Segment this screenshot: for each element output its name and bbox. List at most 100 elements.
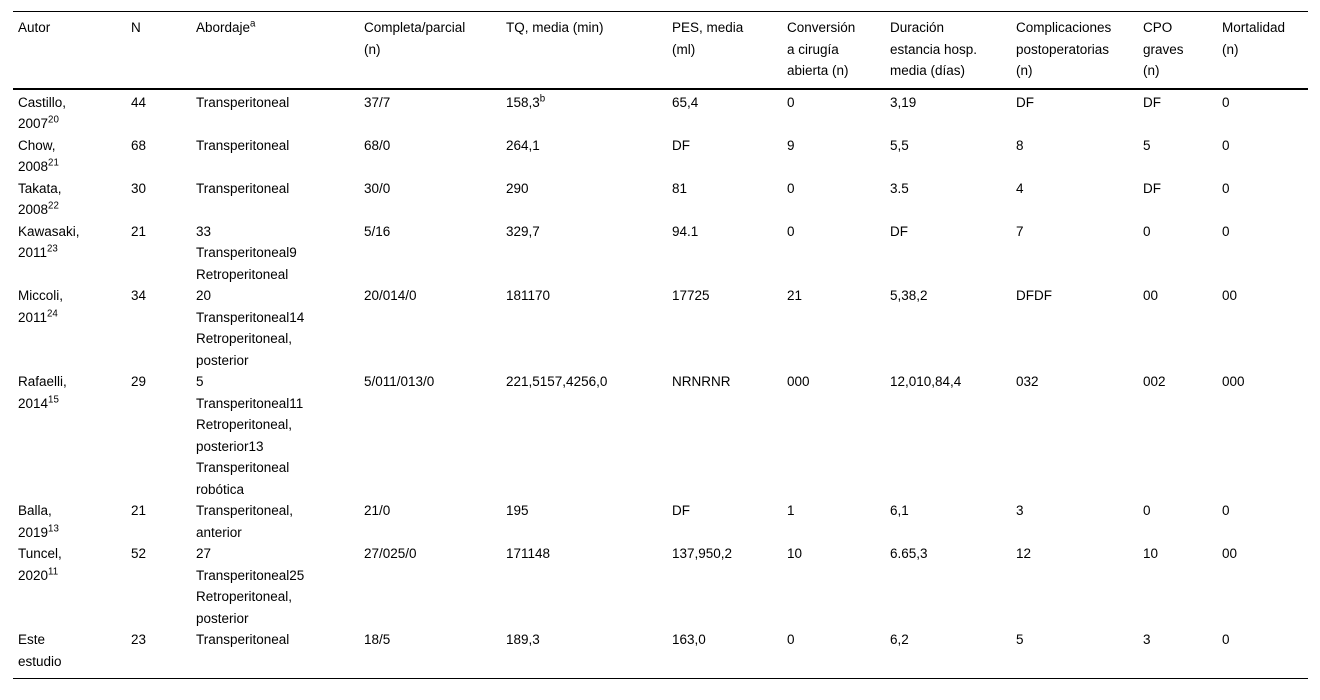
table-cell: 0	[1143, 223, 1151, 239]
study-comparison-table: Autor N Abordajea Completa/parcial (n) TQ, me…	[13, 11, 1308, 679]
comparison-table-container: Autor N Abordajea Completa/parcial (n) TQ, me…	[13, 11, 1308, 679]
table-cell: 21	[787, 288, 803, 303]
table-cell: 30/0	[364, 180, 391, 196]
table-row: Este estudio 23 Transperitoneal 18/5 189,3 163…	[13, 629, 1308, 679]
table-cell: 10	[1143, 546, 1159, 561]
table-cell: 00	[1143, 288, 1159, 303]
table-cell: 81	[672, 180, 688, 196]
column-header: Completa/parcial (n)	[364, 11, 506, 90]
table-cell: 17725	[672, 288, 710, 303]
column-header: Abordajea	[196, 11, 364, 90]
superscript: 20	[48, 114, 59, 126]
table-cell: 0	[1222, 94, 1230, 110]
table-cell: 290	[506, 180, 529, 196]
table-cell: 032	[1016, 374, 1039, 389]
table-cell: Transperitoneal	[196, 137, 290, 153]
table-cell: 0	[1222, 223, 1230, 239]
table-cell: 0	[787, 223, 795, 239]
table-row: Tuncel, 202011 52 27 Transperitoneal25 Retrop…	[13, 543, 1308, 629]
table-row: Balla, 201913 21 Transperitoneal, anterior 21…	[13, 500, 1308, 543]
table-cell: 0	[787, 180, 795, 196]
table-cell: DFDF	[1016, 288, 1052, 303]
table-cell: 5,38,2	[890, 288, 928, 303]
table-cell: 0	[1222, 632, 1230, 647]
column-header: Mortalidad (n)	[1222, 11, 1308, 90]
table-cell: 00	[1222, 546, 1238, 561]
column-header: Complicaciones postoperatorias (n)	[1016, 11, 1143, 90]
table-cell: 44	[131, 94, 147, 110]
table-cell: Transperitoneal	[196, 94, 290, 110]
table-header: Autor N Abordajea Completa/parcial (n) TQ, me…	[13, 11, 1308, 90]
superscript: 22	[48, 200, 59, 212]
table-cell: 6,1	[890, 503, 909, 518]
table-cell: 3	[1143, 632, 1151, 647]
table-cell: 5/011/013/0	[364, 374, 435, 389]
table-cell: 5	[1016, 632, 1024, 647]
table-cell: 189,3	[506, 632, 540, 647]
table-cell: 12,010,84,4	[890, 374, 962, 389]
table-cell: 181170	[506, 288, 551, 303]
table-cell: 5 Transperitoneal11 Retroperitoneal, poster…	[196, 374, 304, 497]
table-cell: 94.1	[672, 223, 699, 239]
table-cell: DF	[672, 503, 690, 518]
table-cell: 0	[787, 94, 795, 110]
table-cell: 23	[131, 632, 147, 647]
table-cell: 6,2	[890, 632, 909, 647]
table-cell: 27 Transperitoneal25 Retroperitoneal, poste…	[196, 546, 305, 626]
table-cell: 18/5	[364, 632, 391, 647]
table-cell: 52	[131, 546, 147, 561]
table-cell: 6.65,3	[890, 546, 928, 561]
table-cell: 0	[787, 632, 795, 647]
table-cell: 27/025/0	[364, 546, 417, 561]
table-cell: 20 Transperitoneal14 Retroperitoneal, poste…	[196, 288, 305, 368]
table-cell: 002	[1143, 374, 1166, 389]
table-cell: 000	[787, 374, 810, 389]
table-cell: 68/0	[364, 137, 391, 153]
table-body: Castillo, 200720 44 Transperitoneal 37/7 158,…	[13, 89, 1308, 679]
table-cell: 0	[1222, 503, 1230, 518]
table-cell: 4	[1016, 180, 1024, 196]
table-row: Rafaelli, 201415 29 5 Transperitoneal11 Retro…	[13, 371, 1308, 500]
table-cell: Transperitoneal	[196, 180, 290, 196]
table-cell: DF	[672, 137, 690, 153]
table-cell: 329,7	[506, 223, 540, 239]
column-header: CPO graves (n)	[1143, 11, 1222, 90]
table-cell: 163,0	[672, 632, 706, 647]
table-cell: NRNRNR	[672, 374, 731, 389]
column-header: Duración estancia hosp. media (días)	[890, 11, 1016, 90]
table-cell: 195	[506, 503, 529, 518]
table-cell: 3.5	[890, 180, 909, 196]
table-cell: 33 Transperitoneal9 Retroperitoneal	[196, 223, 297, 282]
author-cell: Takata, 200822	[18, 180, 62, 218]
superscript: a	[250, 18, 256, 30]
table-row: Castillo, 200720 44 Transperitoneal 37/7 158,…	[13, 89, 1308, 135]
table-cell: DF	[1016, 94, 1034, 110]
superscript: 11	[48, 566, 59, 577]
table-cell: 00	[1222, 288, 1238, 303]
author-cell: Kawasaki, 201123	[18, 223, 80, 261]
table-cell: 34	[131, 288, 147, 303]
table-cell: 0	[1143, 503, 1151, 518]
table-cell: 221,5157,4256,0	[506, 374, 608, 389]
table-cell: 0	[1222, 180, 1230, 196]
table-cell: 68	[131, 137, 147, 153]
table-cell: 5/16	[364, 223, 391, 239]
author-cell: Castillo, 200720	[18, 94, 67, 132]
superscript: 15	[48, 394, 59, 405]
superscript: 13	[48, 523, 59, 534]
table-cell: 158,3b	[506, 93, 546, 110]
superscript: 24	[47, 308, 58, 319]
table-cell: 3,19	[890, 94, 917, 110]
table-cell: 8	[1016, 137, 1024, 153]
table-row: Takata, 200822 30 Transperitoneal 30/0 290 81 0…	[13, 178, 1308, 221]
table-cell: 10	[787, 546, 803, 561]
table-cell: 7	[1016, 223, 1024, 239]
column-header: N	[131, 11, 196, 90]
column-header: TQ, media (min)	[506, 11, 672, 90]
table-cell: 12	[1016, 546, 1032, 561]
table-cell: 9	[787, 137, 795, 153]
column-header: Conversión a cirugía abierta (n)	[787, 11, 890, 90]
table-cell: Transperitoneal	[196, 632, 290, 647]
table-cell: 29	[131, 374, 147, 389]
table-cell: DF	[1143, 94, 1161, 110]
